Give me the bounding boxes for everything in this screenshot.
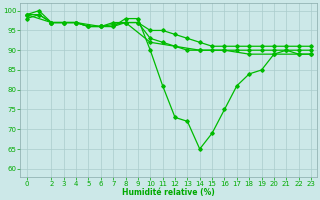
X-axis label: Humidité relative (%): Humidité relative (%) (123, 188, 215, 197)
